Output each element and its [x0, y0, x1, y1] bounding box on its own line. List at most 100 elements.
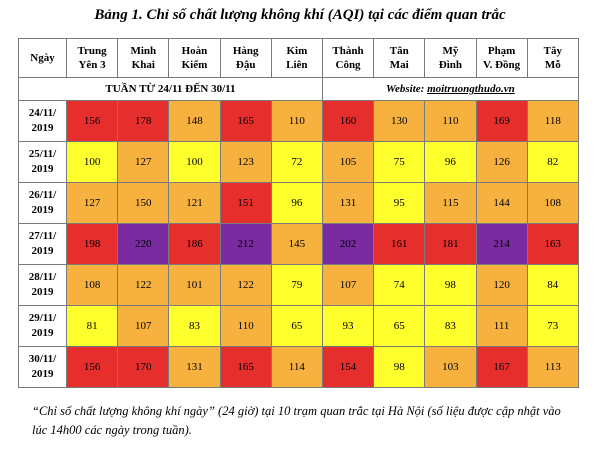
- aqi-value-cell: 150: [117, 182, 170, 224]
- aqi-value-cell: 96: [270, 182, 323, 224]
- table-row: 26/11/2019 127 150 121 151 96 131 95 115 144 108: [18, 182, 579, 224]
- aqi-value-cell: 101: [168, 264, 221, 306]
- station-header-line: Hàng: [232, 45, 259, 57]
- table-row: 28/11/2019 108 122 101 122 79 107 74 98 120 84: [18, 264, 579, 306]
- date-cell: 29/11/2019: [18, 305, 67, 347]
- station-header-line: Yên 3: [78, 59, 106, 71]
- date-cell: 30/11/2019: [18, 346, 67, 388]
- station-header-line: Tây: [543, 45, 562, 57]
- date-line: 30/11/: [28, 353, 57, 365]
- aqi-value-cell: 72: [270, 141, 323, 183]
- aqi-value-cell: 127: [65, 182, 119, 224]
- station-header-line: Minh: [130, 45, 157, 57]
- website-link[interactable]: moitruongthudo.vn: [427, 83, 515, 95]
- station-header: Phạm V. Đồng: [475, 38, 528, 78]
- aqi-value-cell: 131: [168, 346, 221, 388]
- aqi-value-cell: 107: [117, 305, 170, 347]
- station-header-line: Mỹ: [442, 45, 459, 57]
- table-row: 30/11/2019 156 170 131 165 114 154 98 103 167 113: [18, 346, 579, 388]
- station-header: Mỹ Đình: [424, 38, 477, 78]
- week-row: TUẦN TỪ 24/11 ĐẾN 30/11 Website: moitruo…: [18, 77, 579, 101]
- table-title: Bảng 1. Chỉ số chất lượng không khí (AQI…: [94, 7, 506, 23]
- date-line: 24/11/: [28, 107, 57, 119]
- station-header-line: Công: [335, 59, 361, 71]
- aqi-value-cell: 145: [270, 223, 323, 265]
- aqi-value-cell: 202: [321, 223, 375, 265]
- aqi-value-cell: 108: [526, 182, 579, 224]
- aqi-value-cell: 148: [168, 100, 221, 142]
- aqi-value-cell: 114: [270, 346, 323, 388]
- aqi-value-cell: 123: [219, 141, 272, 183]
- aqi-value-cell: 84: [526, 264, 579, 306]
- station-header-line: Mỗ: [544, 59, 561, 71]
- website-label: Website:: [386, 83, 428, 95]
- aqi-value-cell: 81: [65, 305, 119, 347]
- aqi-value-cell: 100: [65, 141, 119, 183]
- aqi-value-cell: 126: [475, 141, 528, 183]
- date-line: 26/11/: [28, 189, 57, 201]
- aqi-value-cell: 121: [168, 182, 221, 224]
- aqi-value-cell: 83: [424, 305, 477, 347]
- aqi-value-cell: 103: [424, 346, 477, 388]
- aqi-value-cell: 96: [424, 141, 477, 183]
- aqi-value-cell: 108: [65, 264, 119, 306]
- week-range-label: TUẦN TỪ 24/11 ĐẾN 30/11: [18, 77, 323, 101]
- aqi-value-cell: 83: [168, 305, 221, 347]
- aqi-value-cell: 220: [117, 223, 170, 265]
- footnote: “Chỉ số chất lượng không khí ngày” (24 g…: [32, 404, 561, 437]
- aqi-value-cell: 65: [270, 305, 323, 347]
- aqi-value-cell: 151: [219, 182, 272, 224]
- date-cell: 25/11/2019: [18, 141, 67, 183]
- aqi-value-cell: 95: [373, 182, 426, 224]
- aqi-value-cell: 178: [117, 100, 170, 142]
- station-header-line: Liên: [286, 59, 308, 71]
- date-line: 29/11/: [28, 312, 57, 324]
- aqi-value-cell: 110: [270, 100, 323, 142]
- aqi-value-cell: 98: [424, 264, 477, 306]
- date-line: 28/11/: [28, 271, 57, 283]
- station-header: Kim Liên: [270, 38, 323, 78]
- station-header-line: Đình: [438, 59, 463, 71]
- aqi-value-cell: 181: [424, 223, 477, 265]
- table-row: 27/11/2019 198 220 186 212 145 202 161 181 214 163: [18, 223, 579, 265]
- aqi-value-cell: 161: [373, 223, 426, 265]
- station-header-line: Kim: [286, 45, 308, 57]
- station-header: Hoàn Kiếm: [168, 38, 221, 78]
- aqi-value-cell: 115: [424, 182, 477, 224]
- aqi-value-cell: 79: [270, 264, 323, 306]
- station-header: Hàng Đậu: [219, 38, 272, 78]
- aqi-value-cell: 110: [219, 305, 272, 347]
- station-header-line: Đậu: [235, 59, 256, 71]
- station-header-line: Phạm: [487, 45, 516, 57]
- aqi-value-cell: 156: [65, 100, 119, 142]
- table-row: 25/11/2019 100 127 100 123 72 105 75 96 126 82: [18, 141, 579, 183]
- aqi-value-cell: 73: [526, 305, 579, 347]
- aqi-value-cell: 82: [526, 141, 579, 183]
- aqi-value-cell: 170: [117, 346, 170, 388]
- aqi-value-cell: 110: [424, 100, 477, 142]
- station-header-line: Trung: [77, 45, 107, 57]
- aqi-value-cell: 156: [65, 346, 119, 388]
- date-cell: 27/11/2019: [18, 223, 67, 265]
- aqi-value-cell: 93: [321, 305, 375, 347]
- header-row: Ngày Trung Yên 3 Minh Khai Hoàn Kiếm Hàng Đậu Ki…: [18, 38, 579, 78]
- aqi-table: Ngày Trung Yên 3 Minh Khai Hoàn Kiếm Hàng Đậu Ki…: [18, 38, 579, 388]
- date-line: 2019: [31, 163, 54, 175]
- station-header: Trung Yên 3: [65, 38, 119, 78]
- station-header-line: Mai: [389, 59, 409, 71]
- aqi-value-cell: 122: [219, 264, 272, 306]
- table-row: 24/11/2019 156 178 148 165 110 160 130 110 169 118: [18, 100, 579, 142]
- aqi-value-cell: 113: [526, 346, 579, 388]
- aqi-value-cell: 98: [373, 346, 426, 388]
- date-line: 2019: [31, 286, 54, 298]
- station-header-line: Kiếm: [181, 59, 208, 71]
- station-header-line: Hoàn: [181, 45, 208, 57]
- aqi-value-cell: 100: [168, 141, 221, 183]
- aqi-value-cell: 105: [321, 141, 375, 183]
- aqi-value-cell: 127: [117, 141, 170, 183]
- date-line: 27/11/: [28, 230, 57, 242]
- date-cell: 28/11/2019: [18, 264, 67, 306]
- aqi-value-cell: 111: [475, 305, 528, 347]
- aqi-value-cell: 130: [373, 100, 426, 142]
- aqi-value-cell: 198: [65, 223, 119, 265]
